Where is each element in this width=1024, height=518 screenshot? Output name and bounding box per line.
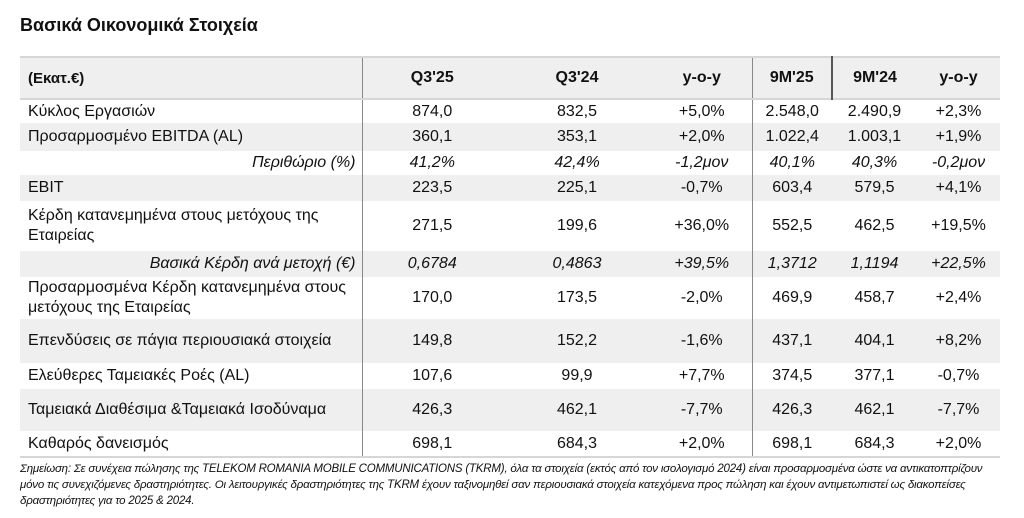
- cell-value: 2.548,0: [765, 102, 819, 120]
- table-row: Προσαρμοσμένο EBITDA (AL) 360,1 353,1 +2,0%…: [20, 123, 1000, 151]
- footnote: Σημείωση: Σε συνέχεια πώλησης της TELEKO…: [20, 463, 983, 507]
- cell-value: 458,7: [854, 289, 895, 306]
- cell-value: 0,6784: [407, 255, 457, 272]
- page-title: Βασικά Οικονομικά Στοιχεία: [20, 15, 258, 35]
- cell-value: +2,0%: [652, 431, 753, 457]
- cell-value: +2,4%: [935, 289, 982, 306]
- cell-value: 41,2%: [409, 154, 455, 171]
- cell-value: 1.003,1: [847, 128, 902, 145]
- cell-value: 469,9: [772, 289, 813, 306]
- cell-value: +36,0%: [652, 201, 753, 251]
- cell-value: +5,0%: [652, 99, 753, 123]
- table-row: Βασικά Κέρδη ανά μετοχή (€) 0,6784 0,4863 +…: [20, 251, 1000, 277]
- cell-value: +2,0%: [652, 123, 753, 151]
- cell-value: 377,1: [854, 367, 895, 384]
- cell-value: 874,0: [412, 102, 453, 120]
- cell-value: 42,4%: [554, 154, 600, 171]
- cell-value: 1.022,4: [765, 128, 819, 145]
- cell-value: -2,0%: [652, 277, 753, 319]
- header-9m-24: 9M'24: [853, 69, 897, 86]
- cell-value: 99,9: [561, 367, 593, 384]
- cell-value: 684,3: [556, 434, 598, 452]
- cell-value: -0,7%: [652, 175, 753, 201]
- header-yoy-9m: y-o-y: [939, 69, 978, 86]
- row-label: Κέρδη κατανεμημένα στους μετόχους της Ετ…: [20, 201, 363, 251]
- row-label: Επενδύσεις σε πάγια περιουσιακά στοιχεία: [20, 319, 363, 363]
- cell-value: +2,0%: [935, 434, 982, 452]
- cell-value: +2,3%: [935, 102, 982, 120]
- table-header: (Εκατ.€) Q3'25 Q3'24 y-o-y 9M'25 9M'24 y…: [20, 57, 1000, 99]
- cell-value: +4,1%: [935, 179, 982, 196]
- cell-value: +39,5%: [652, 251, 753, 277]
- row-label: Προσαρμοσμένο EBITDA (AL): [20, 123, 363, 151]
- cell-value: 832,5: [556, 102, 598, 120]
- cell-value: 40,3%: [851, 154, 898, 171]
- table-row: Προσαρμοσμένα Κέρδη κατανεμημένα στους μ…: [20, 277, 1000, 319]
- cell-value: 173,5: [556, 289, 598, 306]
- cell-value: 698,1: [772, 434, 813, 452]
- header-units: (Εκατ.€): [20, 57, 363, 99]
- header-q3-24: Q3'24: [555, 69, 599, 86]
- table-row: EBIT 223,5 225,1 -0,7% 603,4 579,5 +4,1%: [20, 175, 1000, 201]
- row-label: Ελεύθερες Ταμειακές Ροές (AL): [20, 363, 363, 389]
- cell-value: 603,4: [772, 179, 813, 196]
- cell-value: 40,1%: [769, 154, 815, 171]
- cell-value: 199,6: [556, 217, 598, 234]
- cell-value: 684,3: [854, 434, 895, 452]
- cell-value: 374,5: [772, 367, 813, 384]
- header-9m-25: 9M'25: [752, 57, 833, 99]
- cell-value: -1,6%: [652, 319, 753, 363]
- cell-value: 579,5: [854, 179, 895, 196]
- cell-value: 353,1: [556, 128, 598, 145]
- cell-value: 552,5: [772, 217, 813, 234]
- cell-value: 698,1: [412, 434, 453, 452]
- cell-value: +8,2%: [935, 332, 982, 349]
- header-q3-25: Q3'25: [410, 69, 454, 86]
- header-yoy-q: y-o-y: [652, 57, 753, 99]
- cell-value: +22,5%: [931, 255, 986, 272]
- cell-value: 360,1: [412, 128, 453, 145]
- cell-value: 0,4863: [552, 255, 602, 272]
- financial-table: (Εκατ.€) Q3'25 Q3'24 y-o-y 9M'25 9M'24 y…: [20, 56, 1000, 458]
- cell-value: 426,3: [412, 401, 453, 418]
- cell-value: 152,2: [556, 332, 598, 349]
- table-row: Περιθώριο (%) 41,2% 42,4% -1,2μον 40,1% 40,3%…: [20, 151, 1000, 175]
- table-row: Κύκλος Εργασιών 874,0 832,5 +5,0% 2.548,0 2.4…: [20, 99, 1000, 123]
- table-row: Καθαρός δανεισμός 698,1 684,3 +2,0% 698,1 684…: [20, 431, 1000, 457]
- cell-value: 1,1194: [850, 255, 899, 272]
- table-row: Ταμειακά Διαθέσιμα &Ταμειακά Ισοδύναμα 42…: [20, 389, 1000, 431]
- cell-value: 426,3: [772, 401, 813, 418]
- cell-value: 437,1: [772, 332, 813, 349]
- cell-value: 223,5: [412, 179, 453, 196]
- cell-value: -1,2μον: [652, 151, 753, 175]
- cell-value: 107,6: [412, 367, 453, 384]
- cell-value: -7,7%: [652, 389, 753, 431]
- cell-value: +7,7%: [652, 363, 753, 389]
- table-row: Κέρδη κατανεμημένα στους μετόχους της Ετ…: [20, 201, 1000, 251]
- cell-value: 462,5: [854, 217, 895, 234]
- row-label: Περιθώριο (%): [20, 151, 363, 175]
- row-label: EBIT: [20, 175, 363, 201]
- cell-value: -0,7%: [937, 367, 980, 384]
- table-row: Επενδύσεις σε πάγια περιουσιακά στοιχεία…: [20, 319, 1000, 363]
- cell-value: 404,1: [854, 332, 895, 349]
- row-label: Ταμειακά Διαθέσιμα &Ταμειακά Ισοδύναμα: [20, 389, 363, 431]
- table-row: Ελεύθερες Ταμειακές Ροές (AL) 107,6 99,9 +7…: [20, 363, 1000, 389]
- cell-value: -0,2μον: [931, 154, 986, 171]
- row-label: Κύκλος Εργασιών: [20, 99, 363, 123]
- cell-value: 170,0: [412, 289, 453, 306]
- cell-value: 462,1: [556, 401, 598, 418]
- cell-value: 149,8: [412, 332, 453, 349]
- cell-value: 2.490,9: [847, 102, 902, 120]
- cell-value: 225,1: [556, 179, 598, 196]
- cell-value: -7,7%: [937, 401, 980, 418]
- cell-value: 271,5: [412, 217, 453, 234]
- cell-value: 1,3712: [767, 255, 817, 272]
- cell-value: 462,1: [854, 401, 895, 418]
- cell-value: +1,9%: [935, 128, 982, 145]
- row-label: Βασικά Κέρδη ανά μετοχή (€): [20, 251, 363, 277]
- cell-value: +19,5%: [931, 217, 986, 234]
- row-label: Καθαρός δανεισμός: [20, 431, 363, 457]
- row-label: Προσαρμοσμένα Κέρδη κατανεμημένα στους μ…: [20, 277, 363, 319]
